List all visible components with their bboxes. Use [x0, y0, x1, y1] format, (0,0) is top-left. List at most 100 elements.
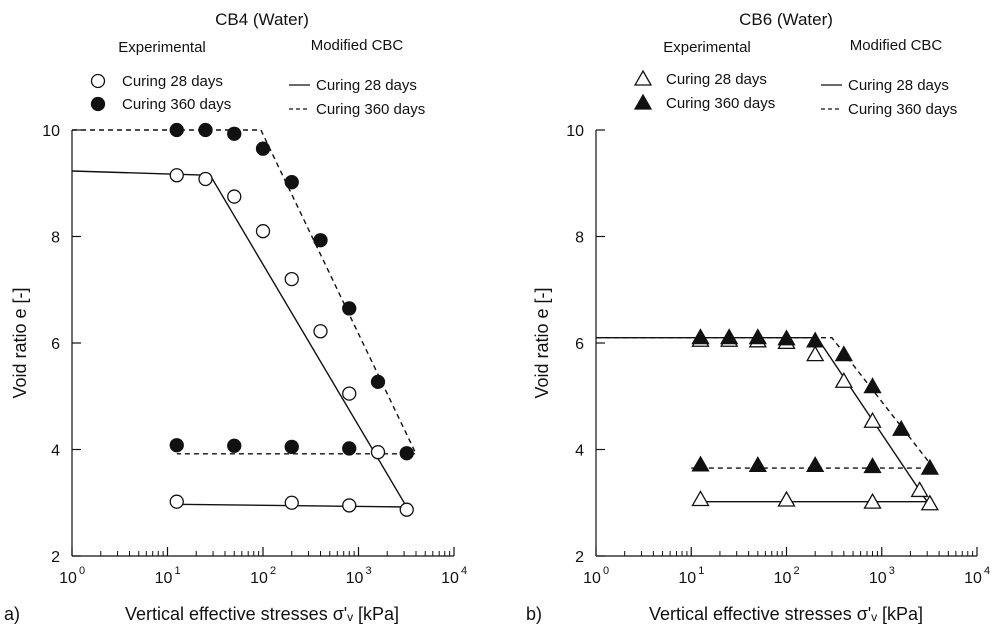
data-point-filled-circle	[227, 438, 242, 453]
panel-a-legend-experimental-header: Experimental	[118, 39, 206, 56]
panel-a-model-lines	[71, 129, 418, 508]
panel-b-y-axis-label: Void ratio e [-]	[532, 287, 552, 398]
x-tick-exponent: 1	[174, 565, 180, 577]
panel-b-legend-model-header: Modified CBC	[850, 37, 943, 54]
panel-a: CB4 (Water) Experimental Modified CBC Cu…	[4, 10, 467, 624]
data-point-open-triangle	[863, 411, 882, 428]
x-tick-exponent: 2	[270, 565, 276, 577]
y-tick-label: 6	[575, 336, 584, 353]
data-point-open-circle	[169, 494, 184, 509]
x-tick-exponent: 3	[889, 565, 895, 577]
data-point-open-triangle	[863, 492, 882, 509]
data-point-filled-triangle	[748, 456, 767, 473]
y-tick-label: 4	[51, 443, 60, 460]
panel-a-legend-model-28-label: Curing 28 days	[316, 77, 417, 94]
data-point-filled-circle	[284, 175, 299, 190]
x-tick-exponent: 0	[79, 565, 85, 577]
x-tick-exponent: 4	[984, 565, 990, 577]
data-point-open-circle	[284, 271, 299, 287]
model-line-solid	[596, 337, 929, 503]
model-line-solid	[71, 170, 408, 508]
y-tick-label: 10	[566, 123, 584, 140]
panel-a-axes	[71, 129, 455, 557]
data-point-filled-triangle	[691, 455, 710, 472]
data-point-open-circle	[399, 502, 414, 517]
data-point-open-circle	[284, 495, 299, 510]
data-point-open-circle	[198, 171, 213, 187]
panel-b-markers	[691, 328, 939, 511]
data-point-filled-triangle	[834, 345, 853, 362]
x-tick-exponent: 1	[698, 565, 704, 577]
panel-b-model-lines	[596, 337, 936, 503]
data-point-filled-triangle	[806, 331, 825, 348]
panel-b-title: CB6 (Water)	[739, 10, 833, 29]
panel-a-y-axis-label: Void ratio e [-]	[10, 287, 30, 398]
panel-b-axes	[595, 129, 978, 557]
data-point-open-triangle	[777, 490, 796, 507]
data-point-filled-circle	[198, 122, 213, 138]
data-point-filled-circle	[399, 446, 414, 461]
panel-a-markers	[169, 122, 414, 517]
panel-b-panel-label: b)	[526, 604, 542, 624]
data-point-open-triangle	[920, 494, 939, 511]
data-point-filled-triangle	[748, 328, 767, 345]
panel-b-legend-experimental-header: Experimental	[663, 39, 751, 56]
y-tick-label: 2	[575, 549, 584, 566]
panel-b-legend-exp-360-label: Curing 360 days	[666, 95, 775, 112]
panel-a-legend-marker-open-circle	[90, 73, 106, 89]
data-point-filled-circle	[169, 122, 184, 138]
x-tick-label: 10	[678, 570, 696, 587]
data-point-open-circle	[255, 224, 271, 239]
x-tick-exponent: 0	[603, 565, 609, 577]
data-point-filled-circle	[169, 438, 184, 453]
panel-a-legend-exp-28-label: Curing 28 days	[122, 73, 223, 90]
panel-b-legend-exp-28-label: Curing 28 days	[666, 71, 767, 88]
data-point-open-circle	[370, 445, 386, 460]
data-point-filled-triangle	[806, 456, 825, 473]
data-point-open-triangle	[691, 490, 710, 507]
model-line-dashed	[72, 129, 418, 455]
data-point-open-circle	[227, 189, 242, 204]
y-tick-label: 8	[51, 230, 60, 247]
data-point-open-circle	[342, 498, 357, 513]
data-point-filled-circle	[370, 374, 386, 390]
data-point-open-circle	[169, 168, 184, 183]
data-point-open-triangle	[806, 345, 825, 362]
data-point-filled-triangle	[720, 328, 739, 345]
data-point-open-circle	[342, 386, 357, 401]
y-tick-label: 10	[42, 123, 60, 140]
panel-a-legend-exp-360-label: Curing 360 days	[122, 96, 231, 113]
x-tick-exponent: 2	[793, 565, 799, 577]
data-point-filled-circle	[313, 233, 328, 248]
data-point-filled-triangle	[892, 419, 911, 436]
x-tick-label: 10	[869, 570, 887, 587]
x-tick-label: 10	[441, 570, 459, 587]
data-point-filled-triangle	[777, 329, 796, 346]
panel-b-x-axis-label: Vertical effective stresses σ'ᵥ [kPa]	[649, 604, 923, 624]
data-point-filled-circle	[342, 441, 357, 456]
panel-a-legend-marker-filled-circle	[90, 96, 106, 112]
panel-a-x-axis-label: Vertical effective stresses σ'ᵥ [kPa]	[125, 604, 399, 624]
data-point-open-circle	[313, 324, 328, 339]
data-point-open-triangle	[910, 481, 929, 498]
x-tick-label: 10	[59, 570, 77, 587]
data-point-filled-triangle	[863, 377, 882, 394]
data-point-filled-triangle	[691, 328, 710, 345]
panel-a-panel-label: a)	[4, 604, 20, 624]
panel-b: CB6 (Water) Experimental Modified CBC Cu…	[526, 10, 990, 624]
panel-b-legend-model-360-label: Curing 360 days	[848, 101, 957, 118]
panel-a-legend-model-header: Modified CBC	[311, 37, 404, 54]
model-line-dashed	[596, 337, 936, 469]
data-point-filled-circle	[227, 126, 242, 141]
data-point-filled-circle	[342, 301, 357, 316]
x-tick-label: 10	[774, 570, 792, 587]
x-tick-label: 10	[346, 570, 364, 587]
panel-b-legend-marker-filled-triangle	[633, 93, 653, 110]
y-tick-label: 4	[575, 443, 584, 460]
data-point-filled-triangle	[920, 458, 939, 475]
x-tick-label: 10	[964, 570, 982, 587]
panel-a-title: CB4 (Water)	[215, 10, 309, 29]
